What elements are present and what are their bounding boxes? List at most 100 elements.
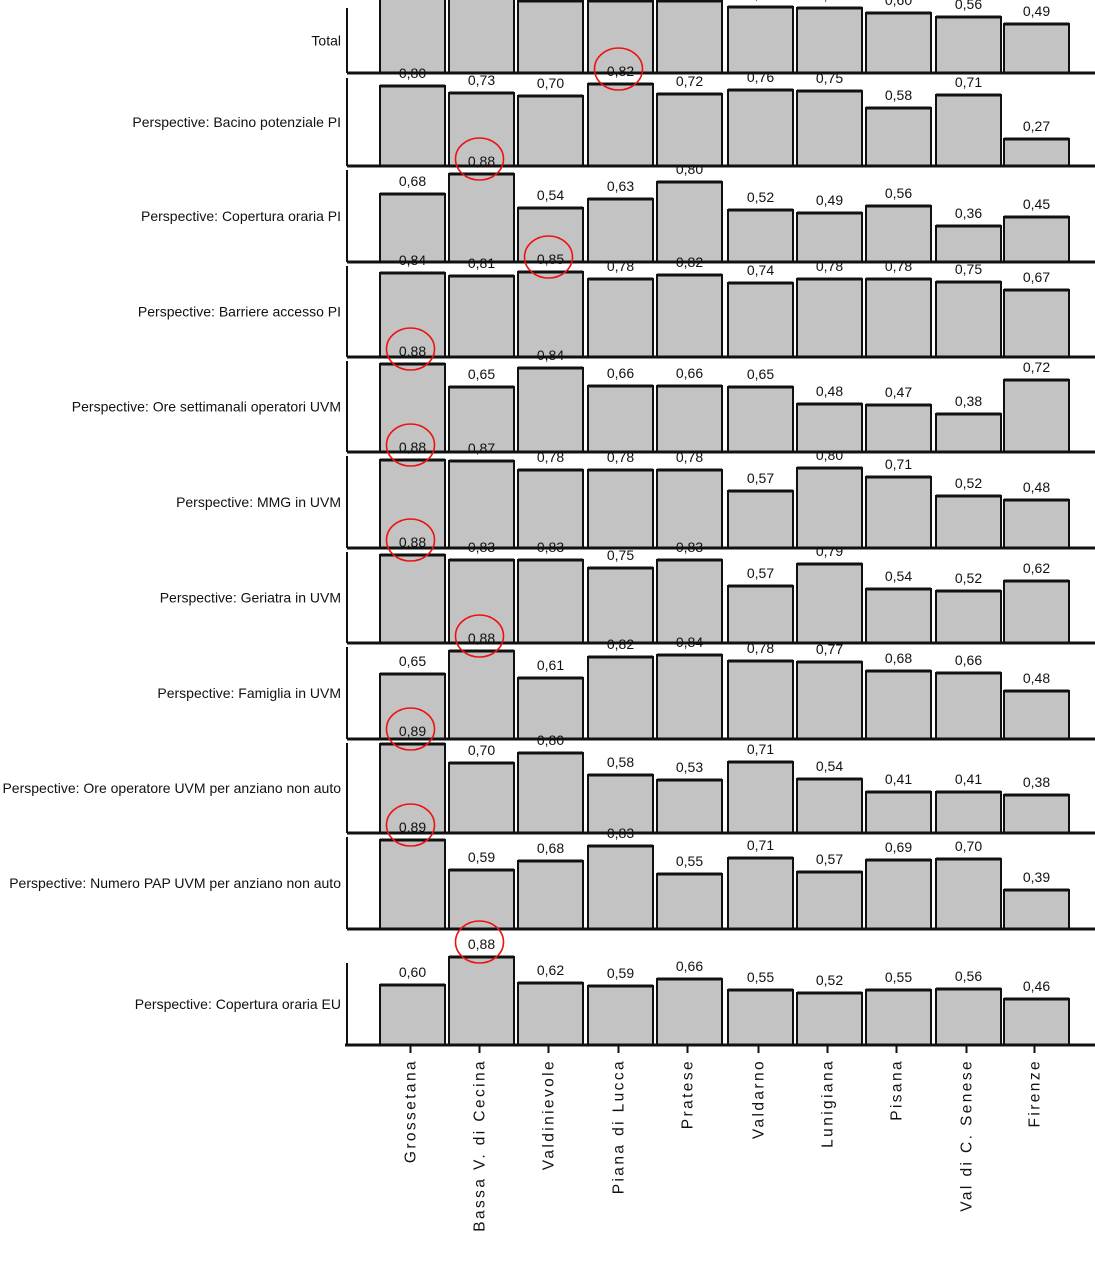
bar (379, 839, 446, 930)
bar (517, 271, 584, 358)
value-label: 0,68 (537, 840, 564, 856)
value-label: 0,62 (537, 962, 564, 978)
bar (935, 94, 1002, 167)
value-label: 0,71 (747, 837, 774, 853)
bar (1003, 580, 1070, 644)
value-label: 0,80 (816, 447, 843, 463)
bar (517, 752, 584, 834)
value-label: 0,80 (399, 65, 426, 81)
bar (656, 873, 723, 930)
bar (1003, 998, 1070, 1046)
highlight-circle (385, 423, 436, 467)
bar (379, 554, 446, 644)
value-label: 0,87 (468, 440, 495, 456)
value-label: 0,55 (747, 969, 774, 985)
value-label: 0,57 (816, 851, 843, 867)
bar (448, 650, 515, 740)
bar (935, 858, 1002, 930)
bar (796, 563, 863, 644)
value-label: 0,74 (747, 262, 774, 278)
value-label: 0,75 (816, 70, 843, 86)
bar (656, 978, 723, 1046)
bar (1003, 379, 1070, 453)
bar (587, 985, 654, 1046)
value-label: 0,68 (399, 173, 426, 189)
value-label: 0,88 (399, 439, 426, 455)
bar (656, 274, 723, 358)
row-label: Perspective: Ore operatore UVM per anzia… (2, 780, 341, 796)
value-label: 0,61 (537, 657, 564, 673)
value-label: 0,75 (955, 261, 982, 277)
bar (517, 95, 584, 167)
value-label: 0,54 (885, 568, 912, 584)
value-label: 0,83 (607, 825, 634, 841)
bar (587, 567, 654, 644)
value-label: 0,70 (537, 75, 564, 91)
bar (865, 404, 932, 453)
bar (1003, 499, 1070, 549)
bar (727, 857, 794, 930)
value-label: 0,89 (399, 819, 426, 835)
bar (727, 660, 794, 740)
bar (865, 476, 932, 549)
bar (1003, 690, 1070, 740)
panel-row: Perspective: Barriere accesso PI 0,84 0,81… (138, 235, 1095, 359)
value-label: 0,52 (955, 570, 982, 586)
panel-row: Perspective: Numero PAP UVM per anziano … (9, 803, 1095, 931)
bar (796, 403, 863, 453)
bar (656, 779, 723, 834)
bar (727, 89, 794, 167)
value-label: 0,88 (468, 936, 495, 952)
bar (517, 677, 584, 740)
value-label: 0,88 (468, 630, 495, 646)
value-label: 0,52 (816, 972, 843, 988)
value-label: 0,47 (885, 384, 912, 400)
bar (727, 585, 794, 644)
value-label: 0,63 (607, 178, 634, 194)
bar (448, 869, 515, 930)
row-label: Perspective: Copertura oraria PI (141, 208, 341, 224)
value-label: 0,80 (676, 161, 703, 177)
bar (1003, 23, 1070, 74)
category-label: Lunigiana (820, 1059, 837, 1148)
row-label: Total (311, 33, 341, 49)
bar (1003, 138, 1070, 167)
highlight-circle (385, 327, 436, 371)
bar (727, 6, 794, 74)
value-label: 0,67 (1023, 269, 1050, 285)
bar (865, 859, 932, 930)
bar (796, 90, 863, 167)
value-label: 0,78 (537, 449, 564, 465)
value-label: 0,70 (955, 838, 982, 854)
bar (935, 590, 1002, 644)
value-label: 0,60 (399, 964, 426, 980)
bar (865, 278, 932, 358)
bar (935, 495, 1002, 549)
bar (935, 413, 1002, 453)
value-label: 0,39 (1023, 869, 1050, 885)
value-label: 0,60 (885, 0, 912, 8)
value-label: 0,84 (537, 347, 564, 363)
bar (935, 672, 1002, 740)
bar (935, 988, 1002, 1046)
bar (865, 791, 932, 834)
bar (656, 93, 723, 167)
value-label: 0,76 (747, 69, 774, 85)
value-label: 0,82 (676, 254, 703, 270)
panel-row: Perspective: Copertura oraria EU 0,60 0,88… (135, 920, 1095, 1047)
value-label: 0,27 (1023, 118, 1050, 134)
category-label: Pisana (889, 1059, 906, 1121)
value-label: 0,78 (816, 258, 843, 274)
bar (796, 778, 863, 834)
value-label: 0,66 (676, 365, 703, 381)
bar (1003, 794, 1070, 834)
highlight-circle (385, 803, 436, 847)
highlight-circle (454, 614, 505, 658)
value-label: 0,59 (607, 965, 634, 981)
value-label: 0,82 (607, 63, 634, 79)
category-label: Firenze (1027, 1059, 1044, 1127)
value-label: 0,56 (885, 185, 912, 201)
bar (865, 670, 932, 740)
bar (865, 107, 932, 167)
